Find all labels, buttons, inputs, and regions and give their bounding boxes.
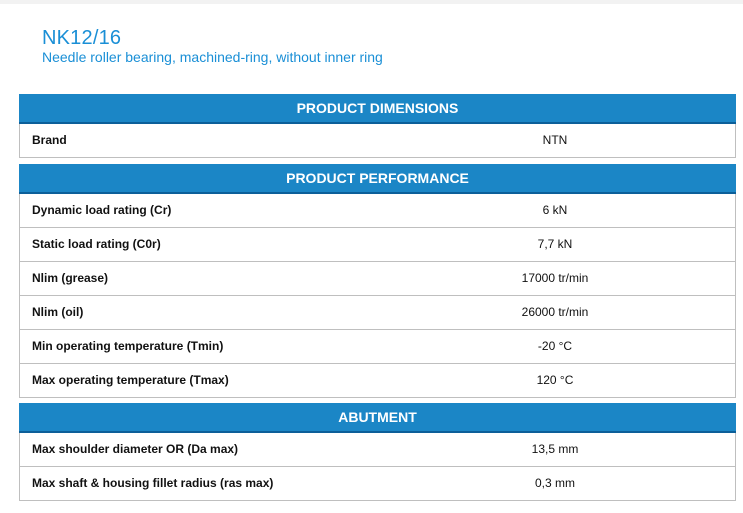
spec-label: Max shoulder diameter OR (Da max) xyxy=(32,442,239,456)
spec-label: Nlim (grease) xyxy=(32,271,109,285)
spec-label: Brand xyxy=(32,133,67,147)
section-header: ABUTMENT xyxy=(19,403,736,433)
spec-row-nlim-oil: Nlim (oil) 26000 tr/min xyxy=(19,296,736,330)
spec-label: Min operating temperature (Tmin) xyxy=(32,339,224,353)
section-header: PRODUCT DIMENSIONS xyxy=(19,94,736,124)
spec-value: 13,5 mm xyxy=(531,442,579,456)
spec-value: 6 kN xyxy=(542,203,568,217)
section-product-dimensions: PRODUCT DIMENSIONS Brand NTN xyxy=(19,94,736,158)
spec-label: Nlim (oil) xyxy=(32,305,84,319)
spec-label: Max operating temperature (Tmax) xyxy=(32,373,229,387)
spec-row-static-load: Static load rating (C0r) 7,7 kN xyxy=(19,228,736,262)
spec-label: Dynamic load rating (Cr) xyxy=(32,203,172,217)
spec-row-shoulder-diameter: Max shoulder diameter OR (Da max) 13,5 m… xyxy=(19,433,736,467)
section-product-performance: PRODUCT PERFORMANCE Dynamic load rating … xyxy=(19,164,736,398)
spec-row-min-temp: Min operating temperature (Tmin) -20 °C xyxy=(19,330,736,364)
product-title: NK12/16 xyxy=(42,27,122,49)
spec-row-dynamic-load: Dynamic load rating (Cr) 6 kN xyxy=(19,194,736,228)
spec-label: Max shaft & housing fillet radius (ras m… xyxy=(32,476,274,490)
spec-value: 26000 tr/min xyxy=(521,305,589,319)
spec-value: 0,3 mm xyxy=(534,476,575,490)
product-subtitle: Needle roller bearing, machined-ring, wi… xyxy=(42,49,383,65)
spec-value: -20 °C xyxy=(537,339,573,353)
spec-value: 7,7 kN xyxy=(537,237,573,251)
spec-label: Static load rating (C0r) xyxy=(32,237,161,251)
spec-row-fillet-radius: Max shaft & housing fillet radius (ras m… xyxy=(19,467,736,501)
spec-value: 17000 tr/min xyxy=(521,271,589,285)
section-abutment: ABUTMENT Max shoulder diameter OR (Da ma… xyxy=(19,403,736,501)
spec-row-max-temp: Max operating temperature (Tmax) 120 °C xyxy=(19,364,736,398)
spec-row-nlim-grease: Nlim (grease) 17000 tr/min xyxy=(19,262,736,296)
top-divider xyxy=(0,0,743,4)
spec-value: 120 °C xyxy=(536,373,574,387)
section-header: PRODUCT PERFORMANCE xyxy=(19,164,736,194)
spec-value: NTN xyxy=(542,133,568,147)
spec-row-brand: Brand NTN xyxy=(19,124,736,158)
